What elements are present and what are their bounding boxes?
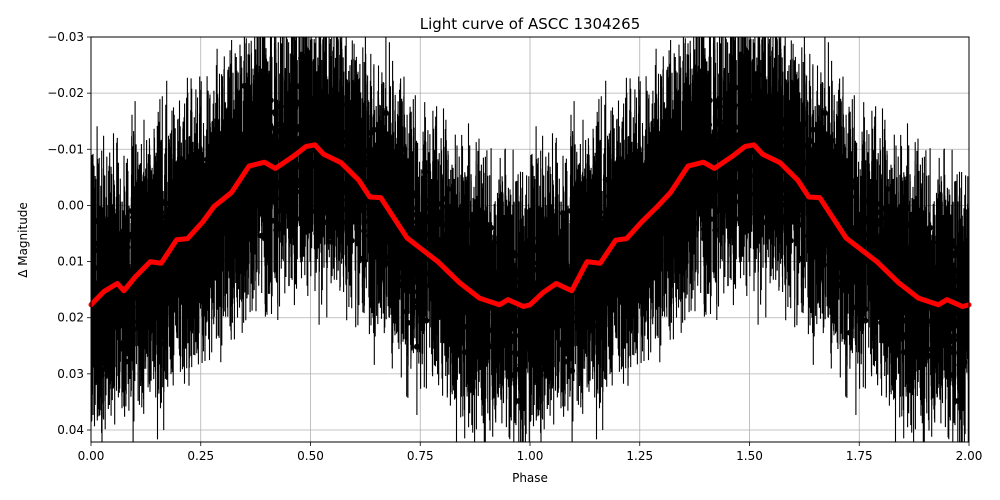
chart-title: Light curve of ASCC 1304265 [420,15,641,33]
x-tick-label: 0.75 [407,449,434,463]
x-tick-label: 0.00 [78,449,105,463]
x-tick-label: 0.50 [297,449,324,463]
x-tick-label: 1.50 [736,449,763,463]
y-tick-label: 0.03 [57,367,84,381]
y-tick-label: −0.03 [47,30,84,44]
x-tick-label: 1.25 [626,449,653,463]
model-curve [88,142,972,309]
x-tick-label: 0.25 [187,449,214,463]
x-axis-label: Phase [512,471,548,485]
x-tick-label: 1.75 [846,449,873,463]
y-axis-label: Δ Magnitude [16,202,30,278]
x-tick-label: 1.00 [517,449,544,463]
y-tick-label: −0.02 [47,86,84,100]
x-tick-label: 2.00 [956,449,983,463]
y-tick-label: 0.01 [57,255,84,269]
y-tick-label: 0.04 [57,423,84,437]
x-axis-ticks: 0.00 0.25 0.50 0.75 1.00 1.25 1.50 1.75 2.00 [78,442,983,463]
y-tick-label: 0.00 [57,198,84,212]
y-axis-ticks: −0.03 −0.02 −0.01 0.00 0.01 0.02 0.03 0.04 [47,30,91,437]
model-line [88,142,972,309]
y-tick-label: 0.02 [57,311,84,325]
y-tick-label: −0.01 [47,142,84,156]
